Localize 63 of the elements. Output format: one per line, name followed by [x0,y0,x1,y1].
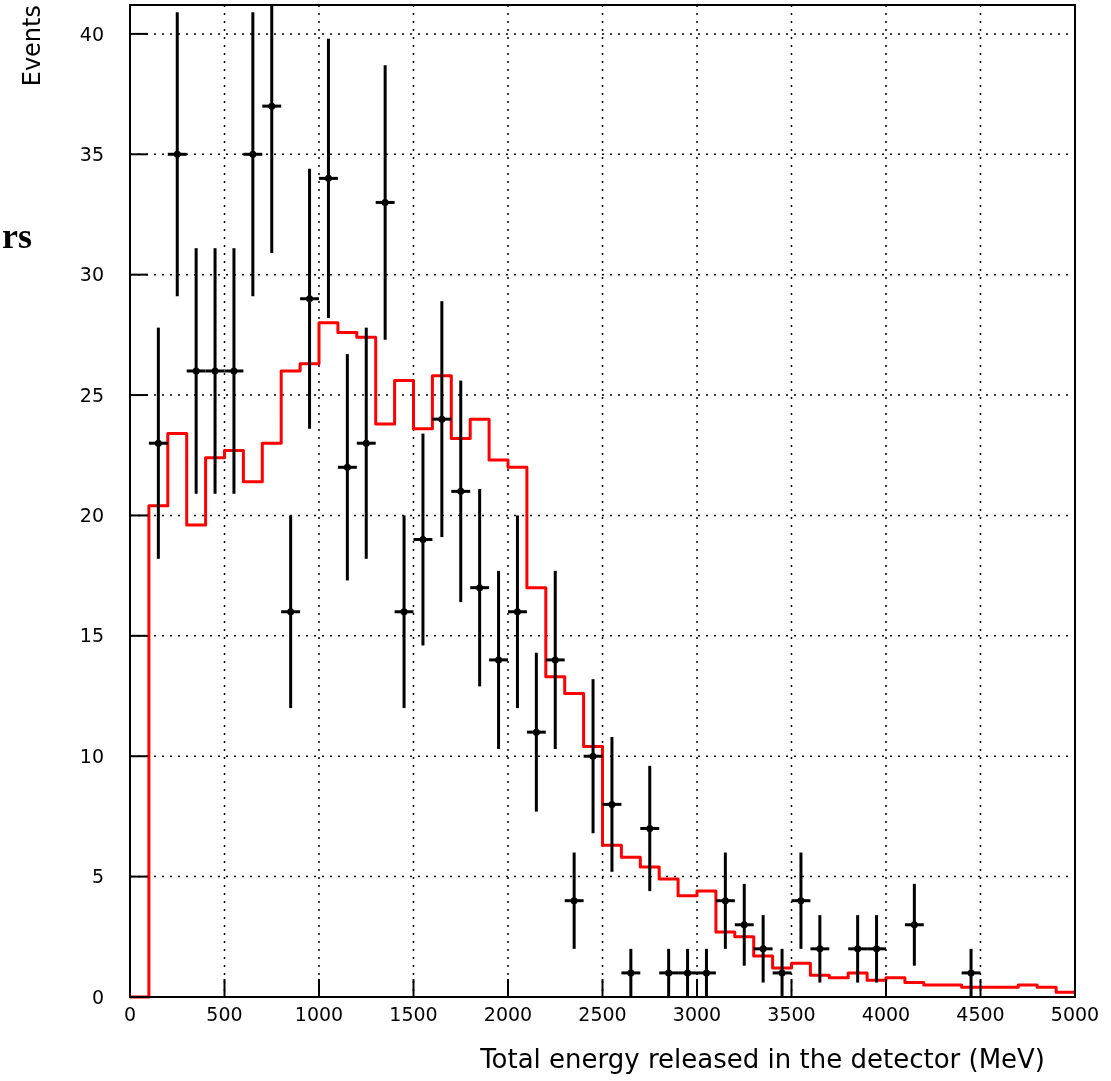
point [627,969,635,977]
point [438,415,446,423]
y-tick-label: 25 [79,383,104,406]
point [778,969,786,977]
point [268,102,276,110]
y-tick-label: 5 [91,865,104,888]
x-axis-title: Total energy released in the detector (MeV) [479,1044,1045,1074]
point [684,969,692,977]
x-tick-label: 3500 [767,1003,816,1025]
point [362,439,370,447]
point [287,608,295,616]
text: rs [2,216,32,256]
point [854,945,862,953]
point [967,969,975,977]
x-tick-label: 4500 [956,1003,1005,1025]
x-tick-label: 1500 [389,1003,438,1025]
point [476,584,484,592]
point [343,463,351,471]
point [495,656,503,664]
x-tick-label: 2500 [578,1003,627,1025]
point [192,367,200,375]
y-axis-title: Events [18,5,46,87]
y-tick-label: 0 [91,985,104,1008]
y-tick-label: 15 [79,624,104,647]
point [608,800,616,808]
point [551,656,559,664]
point [910,921,918,929]
point [457,487,465,495]
y-tick-label: 20 [79,504,104,527]
x-tick-label: 5000 [1050,1003,1100,1025]
point [759,945,767,953]
point [665,969,673,977]
x-tick-label: 3000 [672,1003,722,1025]
point [513,608,521,616]
point [646,824,654,832]
point [873,945,881,953]
point [740,921,748,929]
point [816,945,824,953]
y-tick-label: 30 [79,263,104,286]
point [721,897,729,905]
point [400,608,408,616]
point [154,439,162,447]
point [324,174,332,182]
point [306,295,314,303]
x-tick-label: 4000 [861,1003,911,1025]
point [589,752,597,760]
point [381,198,389,206]
point [702,969,710,977]
point [211,367,219,375]
point [230,367,238,375]
point [419,536,427,544]
x-tick-label: 500 [206,1003,243,1025]
point [797,897,805,905]
y-tick-label: 40 [79,22,104,45]
y-tick-label: 10 [79,744,104,767]
x-tick-label: 1000 [294,1003,344,1025]
y-tick-label: 35 [79,142,104,165]
point [173,150,181,158]
point [570,897,578,905]
x-tick-label: 0 [123,1003,137,1025]
point [532,728,540,736]
point [249,150,257,158]
x-tick-label: 2000 [483,1003,533,1025]
